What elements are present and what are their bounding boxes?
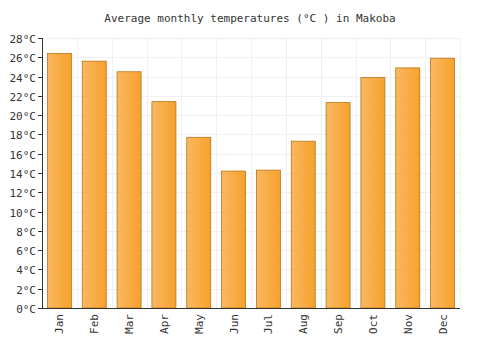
y-tick	[38, 154, 42, 155]
y-tick	[38, 250, 42, 251]
y-tick-label: 18°C	[10, 129, 37, 142]
y-tick	[38, 96, 42, 97]
bar	[187, 137, 211, 308]
bar	[431, 58, 455, 308]
bar	[396, 68, 420, 308]
y-tick	[38, 57, 42, 58]
y-tick	[38, 212, 42, 213]
bar	[152, 102, 176, 308]
grid-line-vertical	[460, 38, 461, 308]
x-tick-label: Jan	[53, 314, 66, 334]
y-tick-label: 28°C	[10, 33, 37, 46]
chart-svg: Average monthly temperatures (°C ) in Ma…	[0, 0, 500, 350]
grid-line-vertical	[42, 38, 43, 308]
grid	[42, 38, 461, 309]
y-tick	[38, 115, 42, 116]
y-tick	[38, 134, 42, 135]
y-tick	[38, 173, 42, 174]
y-tick-label: 10°C	[10, 207, 37, 220]
y-tick-label: 0°C	[16, 303, 36, 316]
y-tick	[38, 308, 42, 309]
bar	[82, 61, 106, 308]
y-tick	[38, 192, 42, 193]
y-tick-label: 20°C	[10, 110, 37, 123]
bar	[361, 78, 385, 308]
y-tick-label: 2°C	[16, 284, 36, 297]
x-tick-label: Aug	[297, 314, 310, 334]
grid-line	[42, 38, 460, 39]
y-tick	[38, 38, 42, 39]
y-tick	[38, 289, 42, 290]
bar	[47, 53, 71, 308]
y-tick	[38, 231, 42, 232]
y-tick-label: 6°C	[16, 245, 36, 258]
x-tick-label: Sep	[332, 314, 345, 334]
y-tick-label: 14°C	[10, 168, 37, 181]
bar	[256, 170, 280, 308]
x-tick-label: May	[193, 314, 206, 334]
bar	[117, 72, 141, 308]
x-tick-label: Dec	[437, 314, 450, 334]
chart-container: Average monthly temperatures (°C ) in Ma…	[0, 0, 500, 350]
y-tick-label: 4°C	[16, 264, 36, 277]
y-axis	[42, 38, 43, 308]
x-tick-label: Nov	[402, 314, 415, 334]
y-tick-label: 24°C	[10, 72, 37, 85]
y-tick	[38, 269, 42, 270]
x-tick-label: Jun	[228, 314, 241, 334]
x-tick-label: Apr	[158, 314, 171, 334]
x-axis	[42, 308, 460, 309]
y-tick-label: 22°C	[10, 91, 37, 104]
title: Average monthly temperatures (°C ) in Ma…	[104, 12, 395, 25]
y-tick	[38, 77, 42, 78]
x-tick-label: Oct	[367, 314, 380, 334]
bar	[291, 141, 315, 308]
x-tick-label: Jul	[262, 314, 275, 334]
x-tick-label: Mar	[123, 314, 136, 334]
grid-line	[42, 308, 460, 309]
y-tick-label: 26°C	[10, 52, 37, 65]
grid-line	[42, 57, 460, 58]
y-tick-label: 12°C	[10, 187, 37, 200]
bar	[222, 171, 246, 308]
y-tick-label: 8°C	[16, 226, 36, 239]
y-tick-label: 16°C	[10, 149, 37, 162]
x-tick-label: Feb	[88, 314, 101, 334]
bar	[326, 103, 350, 308]
bars	[47, 53, 454, 308]
